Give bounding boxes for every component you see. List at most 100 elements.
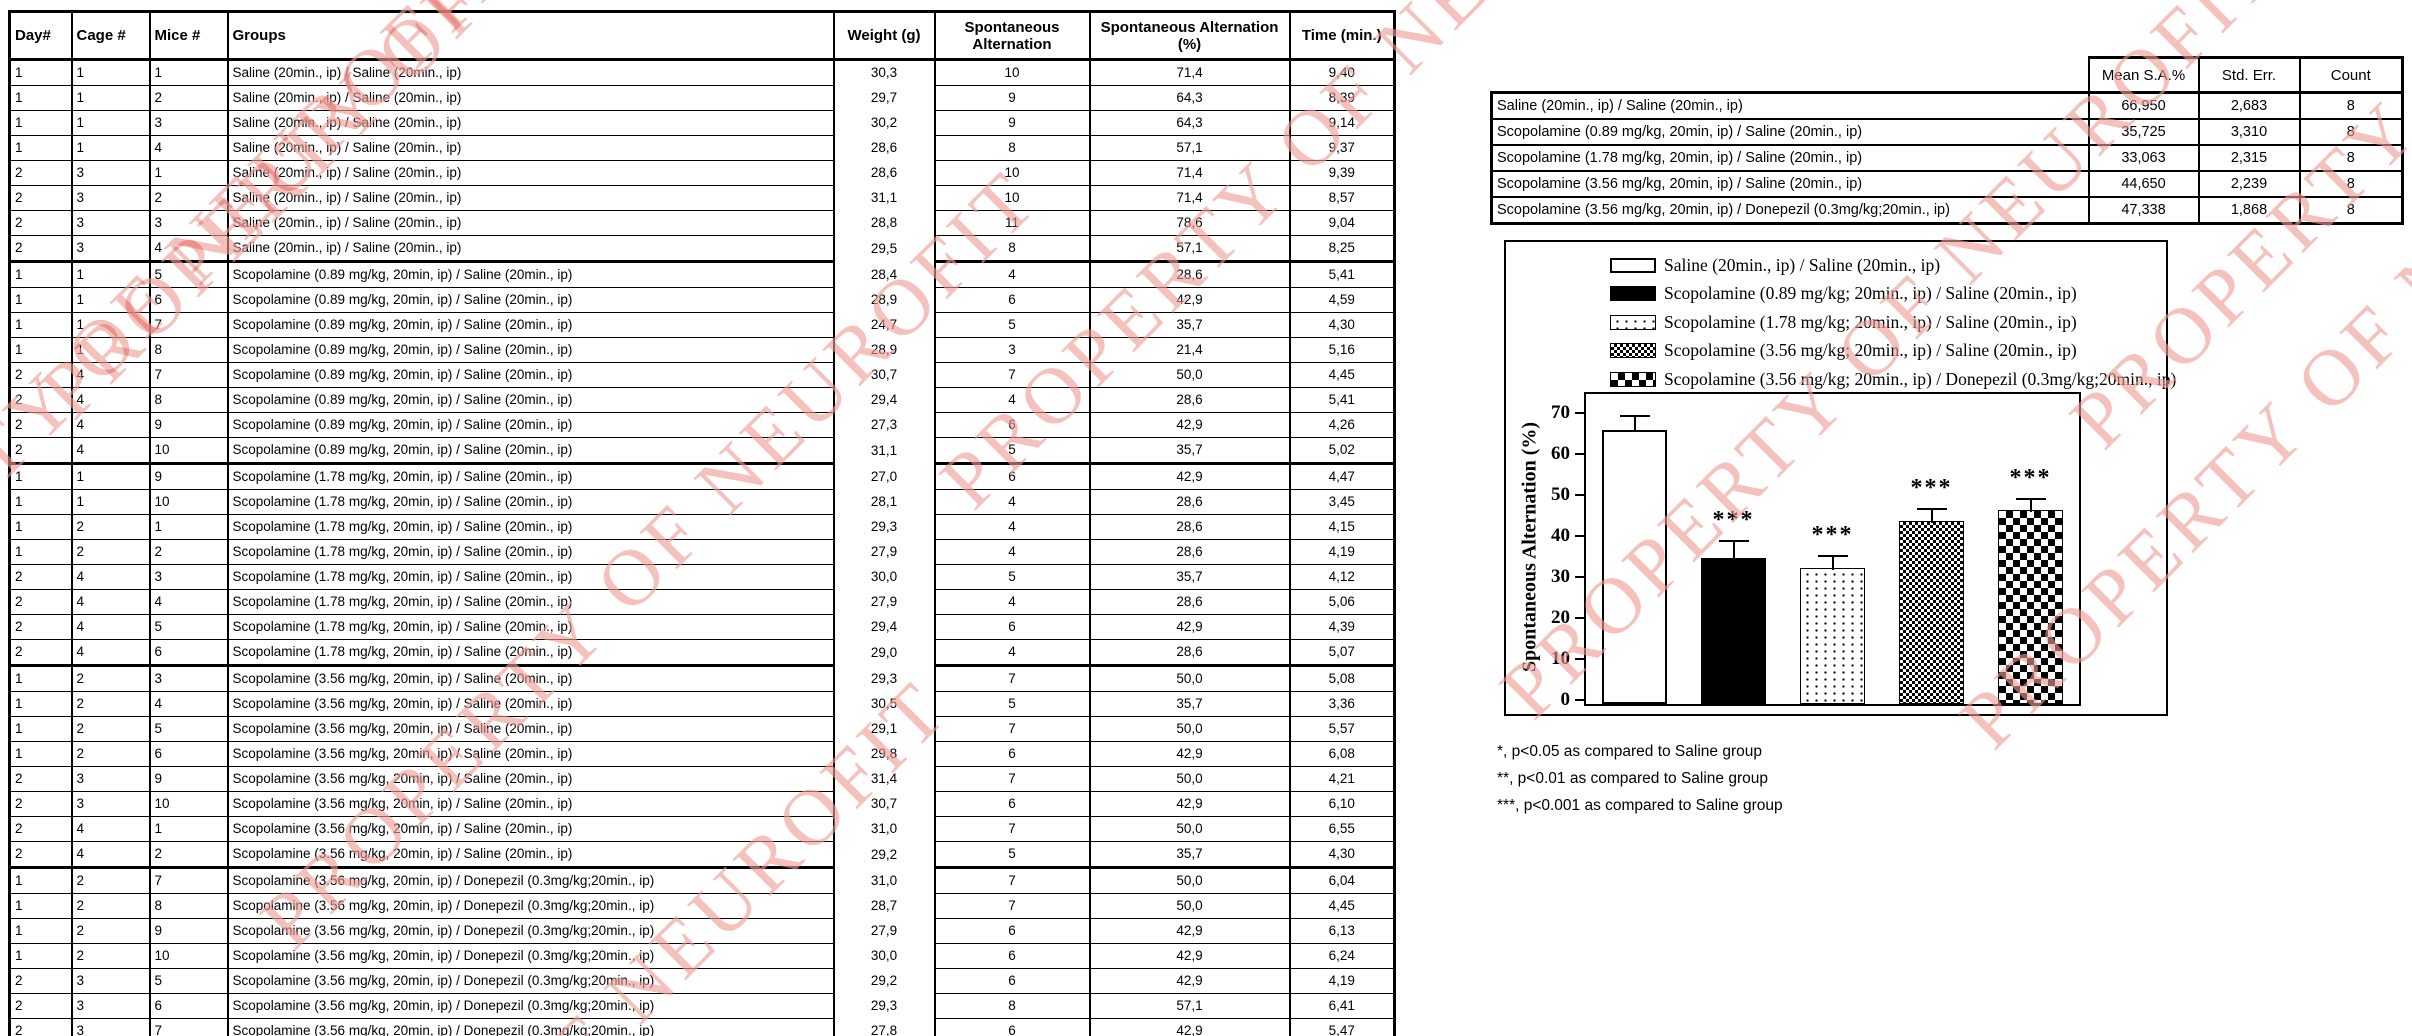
cell-spontaneous-alternation-pct: 28,6 [1088,489,1291,515]
cell-weight: 27,9 [832,918,936,944]
cell-weight: 29,2 [832,841,936,868]
cell-cage: 1 [70,85,151,111]
cell-spontaneous-alternation: 6 [933,1018,1091,1036]
cell-mice: 3 [148,110,229,136]
summary-statistics-table: Mean S.A.% Std. Err. Count Saline (20min… [1490,56,2404,225]
cell-group: Scopolamine (3.56 mg/kg, 20min, ip) / Do… [226,943,835,969]
cell-weight: 28,8 [832,210,936,236]
cell-day: 2 [8,437,73,465]
cell-day: 1 [8,59,73,86]
cell-weight: 24,7 [832,312,936,338]
cell-time: 4,19 [1288,968,1396,994]
cell-day: 2 [8,791,73,817]
cell-group: Saline (20min., ip) / Saline (20min., ip… [226,110,835,136]
cell-mice: 6 [148,741,229,767]
table-row: 1 2 6 Scopolamine (3.56 mg/kg, 20min, ip) /… [8,741,1396,767]
cell-weight: 29,4 [832,614,936,640]
cell-spontaneous-alternation-pct: 50,0 [1088,867,1291,894]
table-row: 2 3 9 Scopolamine (3.56 mg/kg, 20min, ip) /… [8,766,1396,792]
summary-header-mean: Mean S.A.% [2087,56,2200,94]
table-row: 2 4 10 Scopolamine (0.89 mg/kg, 20min, ip) … [8,437,1396,465]
cell-spontaneous-alternation: 4 [933,261,1091,288]
cell-spontaneous-alternation: 6 [933,968,1091,994]
significance-note-line: *, p<0.05 as compared to Saline group [1497,743,1762,760]
cell-group: Scopolamine (0.89 mg/kg, 20min, ip) / Sa… [226,362,835,388]
summary-mean: 47,338 [2087,196,2200,225]
cell-cage: 3 [70,766,151,792]
cell-group: Saline (20min., ip) / Saline (20min., ip… [226,85,835,111]
cell-cage: 4 [70,362,151,388]
table-row: 1 1 5 Scopolamine (0.89 mg/kg, 20min, ip) /… [8,261,1396,288]
cell-spontaneous-alternation-pct: 28,6 [1088,261,1291,288]
data-table-header-row: Day# Cage # Mice # Groups Weight (g) Spo… [8,10,1396,61]
cell-cage: 4 [70,841,151,869]
cell-group: Scopolamine (1.78 mg/kg, 20min, ip) / Sa… [226,639,835,667]
cell-cage: 2 [70,918,151,944]
cell-day: 1 [8,943,73,969]
cell-day: 1 [8,135,73,161]
cell-spontaneous-alternation: 6 [933,918,1091,944]
cell-time: 4,12 [1288,564,1396,590]
cell-group: Saline (20min., ip) / Saline (20min., ip… [226,59,835,86]
cell-spontaneous-alternation-pct: 28,6 [1088,514,1291,540]
cell-mice: 3 [148,665,229,692]
cell-time: 6,08 [1288,741,1396,767]
cell-weight: 27,9 [832,539,936,565]
cell-mice: 8 [148,893,229,919]
cell-day: 2 [8,362,73,388]
col-header-time: Time (min.) [1288,10,1396,61]
summary-stderr: 1,868 [2197,196,2301,225]
summary-count: 8 [2298,91,2404,120]
summary-header-stderr: Std. Err. [2197,56,2301,94]
col-header-cage: Cage # [70,10,151,61]
y-axis-tick-label: 50 [1551,484,1570,505]
cell-spontaneous-alternation: 7 [933,766,1091,792]
cell-group: Saline (20min., ip) / Saline (20min., ip… [226,210,835,236]
cell-time: 5,47 [1288,1018,1396,1036]
summary-group-label: Scopolamine (3.56 mg/kg, 20min, ip) / Do… [1490,196,2090,225]
cell-mice: 5 [148,261,229,288]
table-row: 1 1 3 Saline (20min., ip) / Saline (20min.,… [8,110,1396,136]
cell-cage: 1 [70,312,151,338]
cell-day: 2 [8,816,73,842]
cell-group: Scopolamine (3.56 mg/kg, 20min, ip) / Do… [226,1018,835,1036]
cell-mice: 4 [148,135,229,161]
bar-solid-black [1701,557,1766,704]
cell-day: 1 [8,893,73,919]
cell-day: 1 [8,514,73,540]
cell-spontaneous-alternation-pct: 50,0 [1088,893,1291,919]
cell-cage: 2 [70,514,151,540]
cell-weight: 29,4 [832,387,936,413]
legend-swatch-checker-large [1610,371,1656,387]
cell-mice: 3 [148,210,229,236]
cell-time: 9,39 [1288,160,1396,186]
cell-mice: 3 [148,564,229,590]
cell-mice: 7 [148,362,229,388]
bar-checker-small [1899,520,1964,704]
cell-group: Scopolamine (3.56 mg/kg, 20min, ip) / Sa… [226,741,835,767]
cell-mice: 7 [148,312,229,338]
cell-day: 2 [8,564,73,590]
cell-cage: 3 [70,791,151,817]
cell-mice: 5 [148,968,229,994]
cell-mice: 8 [148,387,229,413]
cell-spontaneous-alternation: 7 [933,867,1091,894]
summary-count: 8 [2298,196,2404,225]
table-row: 2 3 4 Saline (20min., ip) / Saline (20min.,… [8,235,1396,263]
cell-spontaneous-alternation: 6 [933,412,1091,438]
cell-day: 2 [8,993,73,1019]
cell-spontaneous-alternation: 5 [933,312,1091,338]
cell-spontaneous-alternation-pct: 28,6 [1088,639,1291,667]
legend-label: Saline (20min., ip) / Saline (20min., ip… [1664,254,1941,275]
cell-group: Saline (20min., ip) / Saline (20min., ip… [226,235,835,263]
cell-time: 9,14 [1288,110,1396,136]
cell-group: Scopolamine (3.56 mg/kg, 20min, ip) / Sa… [226,816,835,842]
cell-spontaneous-alternation: 9 [933,85,1091,111]
cell-spontaneous-alternation-pct: 64,3 [1088,110,1291,136]
cell-day: 2 [8,412,73,438]
cell-weight: 29,3 [832,993,936,1019]
cell-day: 1 [8,918,73,944]
cell-spontaneous-alternation-pct: 35,7 [1088,437,1291,465]
summary-header-blank [1492,58,2089,93]
y-axis-tick [1575,494,1584,496]
